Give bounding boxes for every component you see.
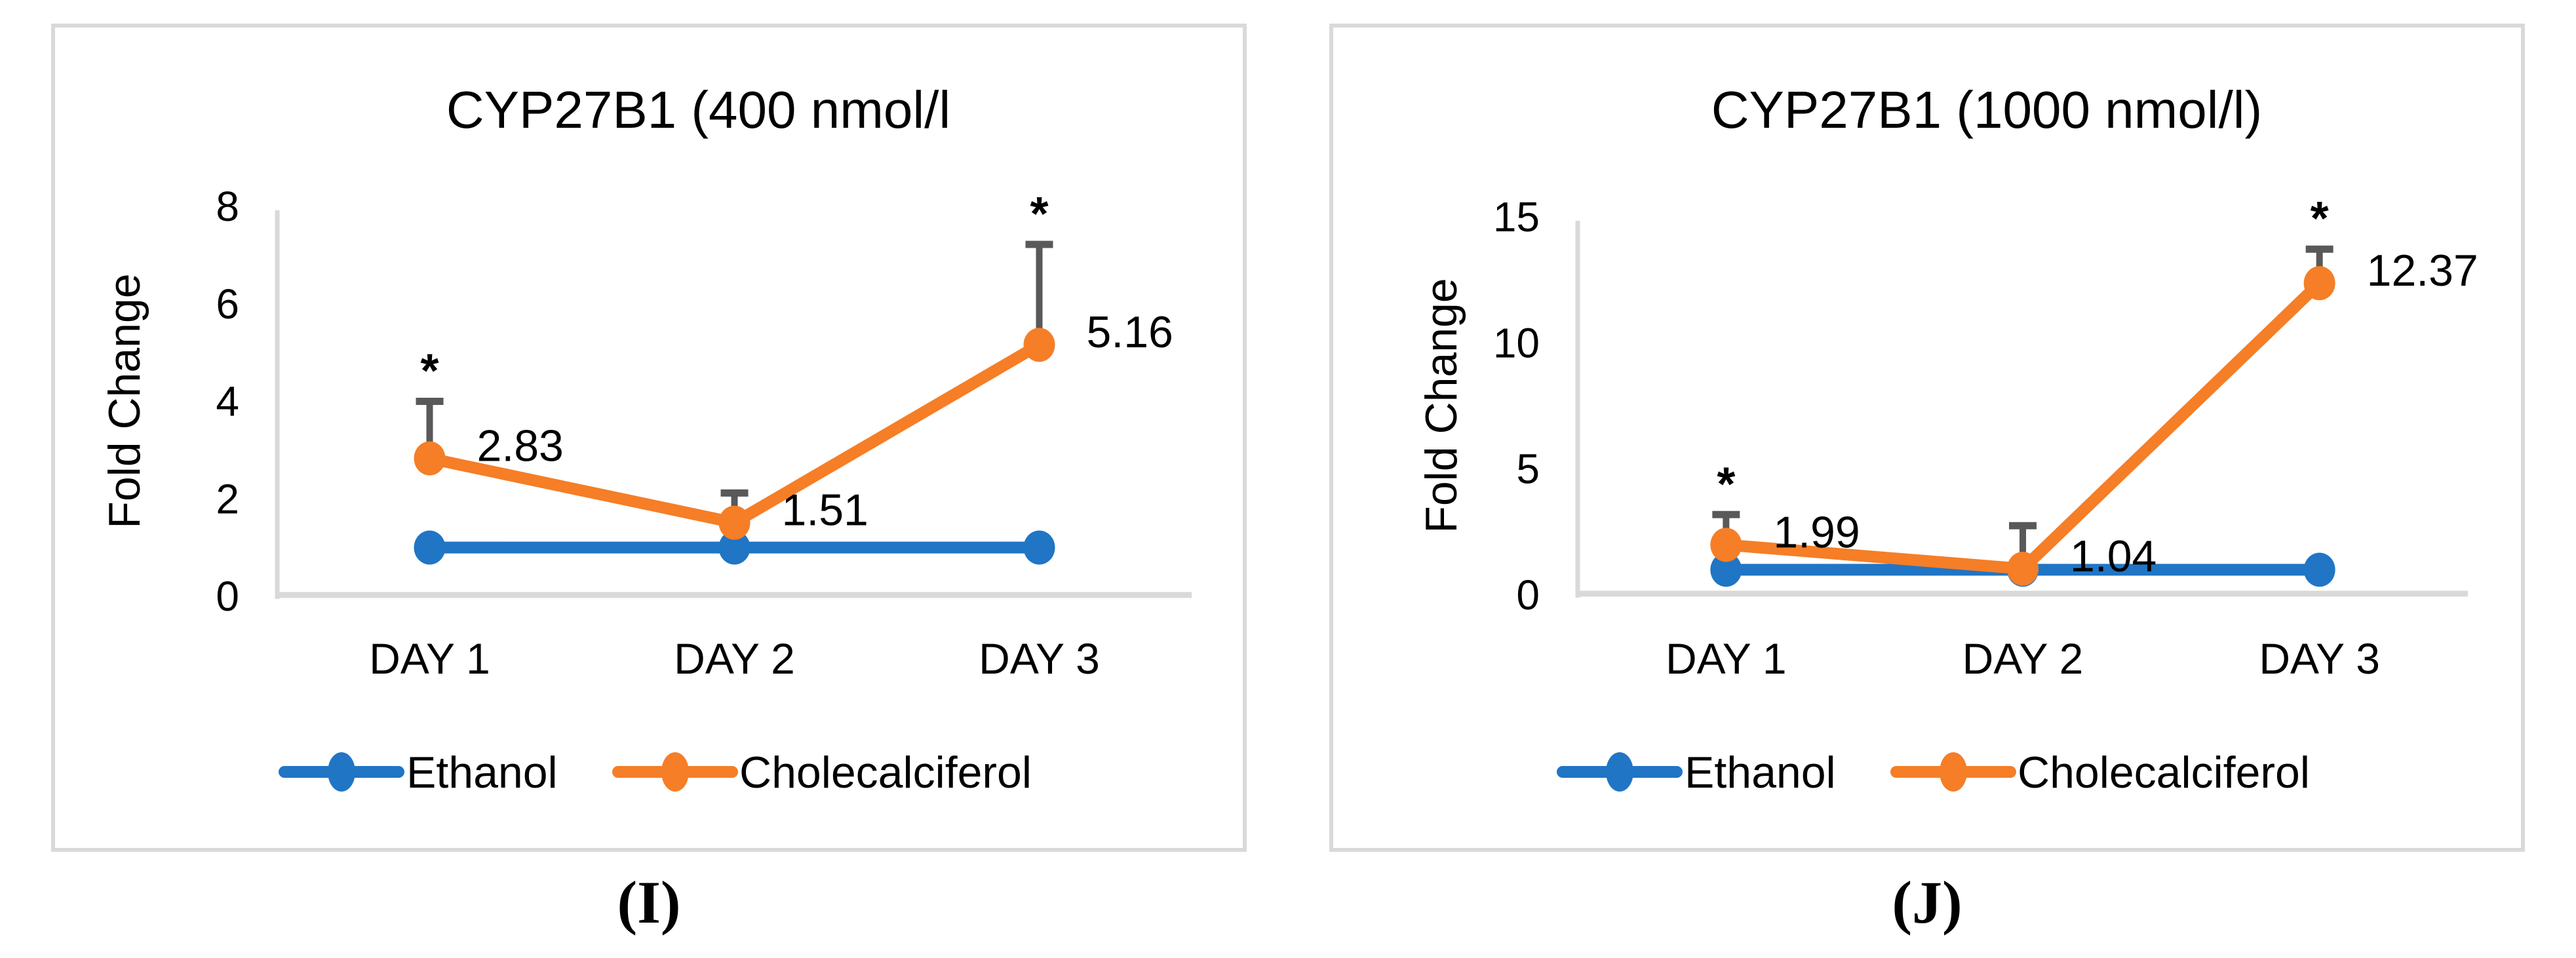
data-point-marker-ethanol [2303,552,2335,587]
legend-label: Ethanol [1685,748,1836,797]
legend-marker [1606,752,1633,792]
y-tick-label: 2 [216,475,239,522]
panel-caption-i: (I) [617,869,681,936]
data-point-marker-cholecalciferol [414,441,446,476]
panel-border [1329,24,2525,852]
data-point-marker-cholecalciferol [1023,328,1055,362]
x-category-label: DAY 2 [674,634,795,683]
chart-panel-j: 0 5 10 15 DAY 1 DAY 2 DAY 3 1.99 1.04 12.37 * * Etha… [1329,24,2525,852]
x-category-label: DAY 1 [369,634,490,683]
legend-marker [661,752,689,792]
chart-plot-j: 0 5 10 15 DAY 1 DAY 2 DAY 3 1.99 1.04 12.37 * * Etha… [1329,24,2525,852]
data-point-marker-ethanol [1023,530,1055,565]
legend-item-cholecalciferol: Cholecalciferol [1890,748,2310,797]
data-point-marker-cholecalciferol [1710,527,1742,562]
y-axis-title: Fold Change [100,273,149,529]
data-point-marker-cholecalciferol [718,505,751,540]
y-tick-label: 0 [1516,571,1540,619]
data-point-marker-ethanol [718,530,751,565]
legend-item-ethanol: Ethanol [279,748,558,797]
legend-label: Cholecalciferol [739,748,1032,797]
data-point-marker-ethanol [414,530,446,565]
legend-label: Cholecalciferol [2018,748,2310,797]
y-tick-label: 0 [216,573,239,620]
panel-border [51,24,1247,852]
significance-asterisk: * [1030,188,1048,240]
x-category-label: DAY 3 [979,634,1100,683]
legend-item-cholecalciferol: Cholecalciferol [612,748,1032,797]
y-tick-label: 10 [1493,319,1540,366]
y-tick-label: 5 [1516,446,1540,493]
x-category-label: DAY 1 [1666,634,1787,683]
data-point-marker-ethanol [1710,552,1742,587]
legend-marker [1940,752,1967,792]
data-point-marker-cholecalciferol [2007,551,2039,586]
y-tick-label: 4 [216,378,239,425]
data-label: 2.83 [477,421,564,471]
x-category-label: DAY 3 [2259,634,2380,683]
data-label: 12.37 [2367,246,2478,296]
x-category-label: DAY 2 [1962,634,2084,683]
chart-plot-i: 0 2 4 6 8 DAY 1 DAY 2 DAY 3 2.83 1.51 5.16 * * Ethano… [51,24,1247,852]
significance-asterisk: * [420,345,439,398]
y-tick-label: 15 [1493,193,1540,240]
legend-label: Ethanol [406,748,558,797]
data-label: 1.04 [2070,531,2156,581]
chart-title: CYP27B1 (1000 nmol/l) [1711,81,2263,139]
y-tick-label: 8 [216,183,239,230]
significance-asterisk: * [2311,193,2329,245]
y-axis-title: Fold Change [1416,278,1466,533]
panel-caption-j: (J) [1892,869,1962,936]
chart-title: CYP27B1 (400 nmol/l [446,81,951,139]
legend-item-ethanol: Ethanol [1557,748,1836,797]
data-label: 1.51 [782,486,868,535]
chart-panel-i: 0 2 4 6 8 DAY 1 DAY 2 DAY 3 2.83 1.51 5.16 * * Ethano… [51,24,1247,852]
data-point-marker-cholecalciferol [2303,266,2335,301]
data-label: 1.99 [1773,507,1860,557]
legend-marker [328,752,355,792]
significance-asterisk: * [1717,458,1735,510]
y-tick-label: 6 [216,280,239,328]
data-label: 5.16 [1087,307,1173,357]
